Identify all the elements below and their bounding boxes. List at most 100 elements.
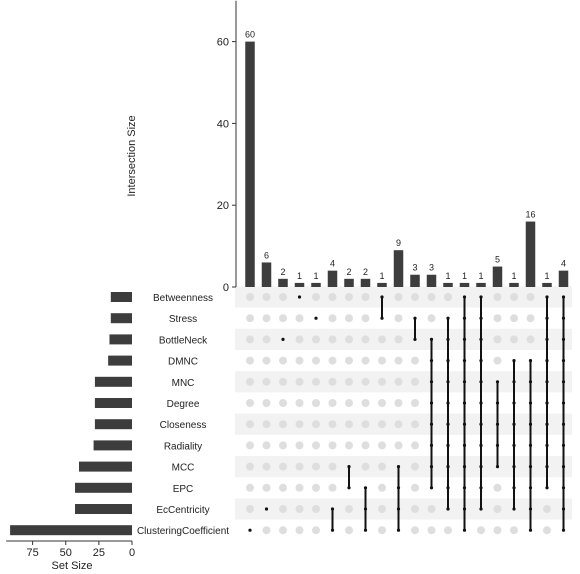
matrix-dot-inactive: [361, 377, 370, 386]
set-label: ClusteringCoefficient: [137, 526, 229, 537]
intersection-bar-label: 1: [445, 271, 450, 281]
set-size-bars: [10, 292, 133, 536]
intersection-bar: [311, 282, 321, 287]
matrix-dot-active: [479, 443, 483, 447]
matrix-dot-active: [561, 507, 566, 511]
matrix-dot-inactive: [262, 293, 271, 301]
matrix-dot-inactive: [246, 314, 254, 323]
set-size-tick-label: 0: [129, 547, 135, 559]
matrix-dot-active: [479, 316, 483, 320]
matrix-dot-active: [446, 422, 450, 426]
set-size-bar: [79, 461, 132, 472]
matrix-dot-inactive: [427, 505, 436, 513]
matrix-stripe: [235, 413, 572, 435]
matrix-dot-inactive: [394, 399, 403, 407]
matrix-dot-active: [495, 380, 500, 384]
matrix-dot-active: [512, 422, 516, 426]
set-size-tick-label: 25: [93, 547, 105, 559]
set-size-bar: [75, 504, 132, 514]
set-label: Closeness: [160, 420, 207, 431]
intersection-bar: [294, 282, 305, 287]
intersection-bar: [327, 270, 338, 287]
matrix-dot-active: [462, 465, 467, 469]
matrix-dot-inactive: [361, 293, 370, 301]
matrix-dot-active: [380, 316, 384, 320]
intersection-bar-label: 9: [396, 238, 401, 248]
matrix-dot-inactive: [312, 441, 320, 450]
matrix-dot-inactive: [246, 420, 254, 429]
matrix-dot-inactive: [444, 293, 452, 301]
matrix-dot-active: [462, 337, 467, 341]
matrix-dot-active: [545, 380, 549, 384]
matrix-dot-inactive: [328, 293, 337, 301]
matrix-dot-inactive: [394, 293, 403, 301]
matrix-dot-active: [479, 359, 483, 363]
matrix-dot-inactive: [262, 356, 271, 365]
matrix-dot-inactive: [345, 399, 353, 407]
matrix-dot-inactive: [312, 462, 320, 471]
matrix-dot-active: [446, 401, 450, 405]
matrix-dot-inactive: [279, 356, 287, 365]
matrix-dot-active: [363, 507, 368, 511]
matrix-dot-inactive: [378, 335, 386, 344]
set-size-bar: [10, 525, 133, 536]
matrix-dot-inactive: [361, 441, 370, 450]
matrix-dot-active: [396, 507, 401, 511]
matrix-dot-inactive: [279, 314, 287, 323]
intersection-matrix: [246, 293, 566, 535]
matrix-dot-inactive: [526, 314, 535, 323]
matrix-dot-inactive: [345, 377, 353, 386]
intersection-bars: 60 6 2 1 1 4 2 2 1 9 3 3 1 1 1 5 1 16 1 4: [245, 30, 569, 287]
matrix-stripes: [235, 286, 572, 520]
matrix-dot-active: [429, 337, 434, 341]
matrix-dot-inactive: [411, 420, 419, 429]
matrix-dot-inactive: [345, 293, 353, 301]
matrix-dot-active: [479, 401, 483, 405]
matrix-dot-inactive: [411, 356, 419, 365]
matrix-stripe: [235, 456, 572, 478]
matrix-dot-active: [528, 486, 533, 490]
matrix-dot-inactive: [493, 526, 502, 535]
intersection-axis-label: Intersection Size: [126, 115, 138, 196]
matrix-dot-active: [462, 528, 467, 532]
matrix-dot-inactive: [361, 335, 370, 344]
set-label: MCC: [172, 463, 195, 474]
matrix-dot-active: [363, 486, 368, 490]
matrix-dot-active: [297, 295, 302, 299]
matrix-dot-inactive: [345, 314, 353, 323]
matrix-dot-inactive: [361, 420, 370, 429]
matrix-dot-active: [561, 316, 566, 320]
intersection-bar-label: 16: [525, 210, 535, 220]
matrix-dot-active: [561, 359, 566, 363]
matrix-dot-inactive: [394, 441, 403, 450]
matrix-dot-inactive: [526, 335, 535, 344]
matrix-dot-inactive: [361, 462, 370, 471]
matrix-dot-inactive: [279, 377, 287, 386]
matrix-dot-inactive: [345, 420, 353, 429]
matrix-dot-inactive: [262, 526, 271, 535]
matrix-dot-inactive: [394, 377, 403, 386]
matrix-dot-active: [561, 465, 566, 469]
matrix-dot-inactive: [493, 505, 502, 513]
matrix-dot-inactive: [279, 505, 287, 513]
matrix-dot-active: [512, 443, 516, 447]
matrix-dot-active: [462, 486, 467, 490]
matrix-dot-active: [528, 359, 533, 363]
intersection-bar-label: 60: [245, 30, 255, 40]
matrix-dot-inactive: [246, 399, 254, 407]
intersection-bar: [558, 270, 569, 287]
intersection-bar-label: 1: [297, 271, 302, 281]
matrix-dot-inactive: [328, 441, 337, 450]
matrix-dot-active: [545, 465, 549, 469]
matrix-dot-active: [479, 422, 483, 426]
intersection-bar: [245, 41, 255, 287]
matrix-dot-active: [479, 337, 483, 341]
matrix-dot-active: [413, 316, 417, 320]
matrix-dot-active: [446, 465, 450, 469]
matrix-dot-active: [330, 528, 335, 532]
matrix-stripe: [235, 371, 572, 393]
matrix-dot-inactive: [378, 420, 386, 429]
matrix-dot-active: [314, 316, 318, 320]
matrix-dot-inactive: [411, 441, 419, 450]
